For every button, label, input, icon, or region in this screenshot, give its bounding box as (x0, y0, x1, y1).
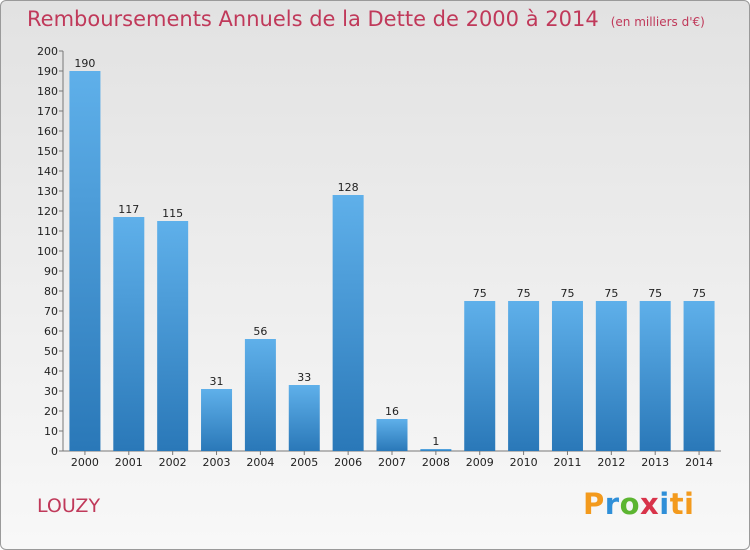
data-label: 75 (517, 287, 531, 300)
data-label: 75 (648, 287, 662, 300)
y-tick-label: 80 (44, 285, 58, 298)
title-text: Remboursements Annuels de la Dette de 20… (27, 7, 599, 31)
bar (288, 385, 320, 451)
y-tick-label: 160 (37, 125, 58, 138)
x-tick-label: 2008 (422, 456, 450, 469)
y-tick-label: 150 (37, 145, 58, 158)
data-label: 75 (560, 287, 574, 300)
bar (420, 449, 452, 451)
bar (683, 301, 715, 451)
x-tick-label: 2011 (553, 456, 581, 469)
data-label: 117 (118, 203, 139, 216)
y-tick-label: 0 (51, 445, 58, 458)
x-tick-label: 2005 (290, 456, 318, 469)
data-label: 56 (253, 325, 267, 338)
y-tick-label: 50 (44, 345, 58, 358)
x-tick-label: 2007 (378, 456, 406, 469)
y-tick-label: 130 (37, 185, 58, 198)
logo-letter: i (659, 487, 670, 521)
data-label: 16 (385, 405, 399, 418)
y-tick-label: 90 (44, 265, 58, 278)
y-tick-label: 30 (44, 385, 58, 398)
y-tick-label: 180 (37, 85, 58, 98)
x-tick-label: 2002 (159, 456, 187, 469)
x-tick-label: 2010 (510, 456, 538, 469)
y-tick-label: 140 (37, 165, 58, 178)
logo-letter: r (604, 487, 620, 521)
y-tick-label: 10 (44, 425, 58, 438)
bar (201, 389, 233, 451)
proxiti-logo: Proxiti (583, 487, 695, 521)
y-tick-label: 110 (37, 225, 58, 238)
bar (464, 301, 496, 451)
x-tick-label: 2001 (115, 456, 143, 469)
bar (639, 301, 671, 451)
data-label: 75 (604, 287, 618, 300)
bar (508, 301, 540, 451)
data-label: 75 (692, 287, 706, 300)
data-label: 128 (338, 181, 359, 194)
bar (113, 217, 145, 451)
logo-letter: ti (669, 487, 695, 521)
bar (157, 221, 189, 451)
x-tick-label: 2013 (641, 456, 669, 469)
y-tick-label: 170 (37, 105, 58, 118)
logo-letter: P (583, 487, 605, 521)
data-label: 33 (297, 371, 311, 384)
y-tick-label: 60 (44, 325, 58, 338)
y-tick-label: 70 (44, 305, 58, 318)
data-label: 75 (473, 287, 487, 300)
x-tick-label: 2012 (597, 456, 625, 469)
y-tick-label: 40 (44, 365, 58, 378)
logo-letter: o (619, 487, 641, 521)
data-label: 115 (162, 207, 183, 220)
bar (332, 195, 364, 451)
data-label: 1 (432, 435, 439, 448)
title-unit: (en milliers d'€) (610, 15, 705, 29)
y-tick-label: 100 (37, 245, 58, 258)
commune-name: LOUZY (37, 495, 101, 517)
x-tick-label: 2003 (203, 456, 231, 469)
y-tick-label: 120 (37, 205, 58, 218)
data-label: 31 (210, 375, 224, 388)
y-tick-label: 190 (37, 65, 58, 78)
bar (244, 339, 276, 451)
x-tick-label: 2009 (466, 456, 494, 469)
x-tick-label: 2006 (334, 456, 362, 469)
logo-letter: x (640, 487, 660, 521)
chart-title: Remboursements Annuels de la Dette de 20… (27, 7, 705, 31)
bar (69, 71, 101, 451)
y-tick-label: 20 (44, 405, 58, 418)
x-tick-label: 2014 (685, 456, 713, 469)
x-tick-label: 2004 (246, 456, 274, 469)
bar (376, 419, 408, 451)
bar (551, 301, 583, 451)
x-tick-label: 2000 (71, 456, 99, 469)
y-tick-label: 200 (37, 45, 58, 58)
bar (595, 301, 627, 451)
data-label: 190 (74, 57, 95, 70)
